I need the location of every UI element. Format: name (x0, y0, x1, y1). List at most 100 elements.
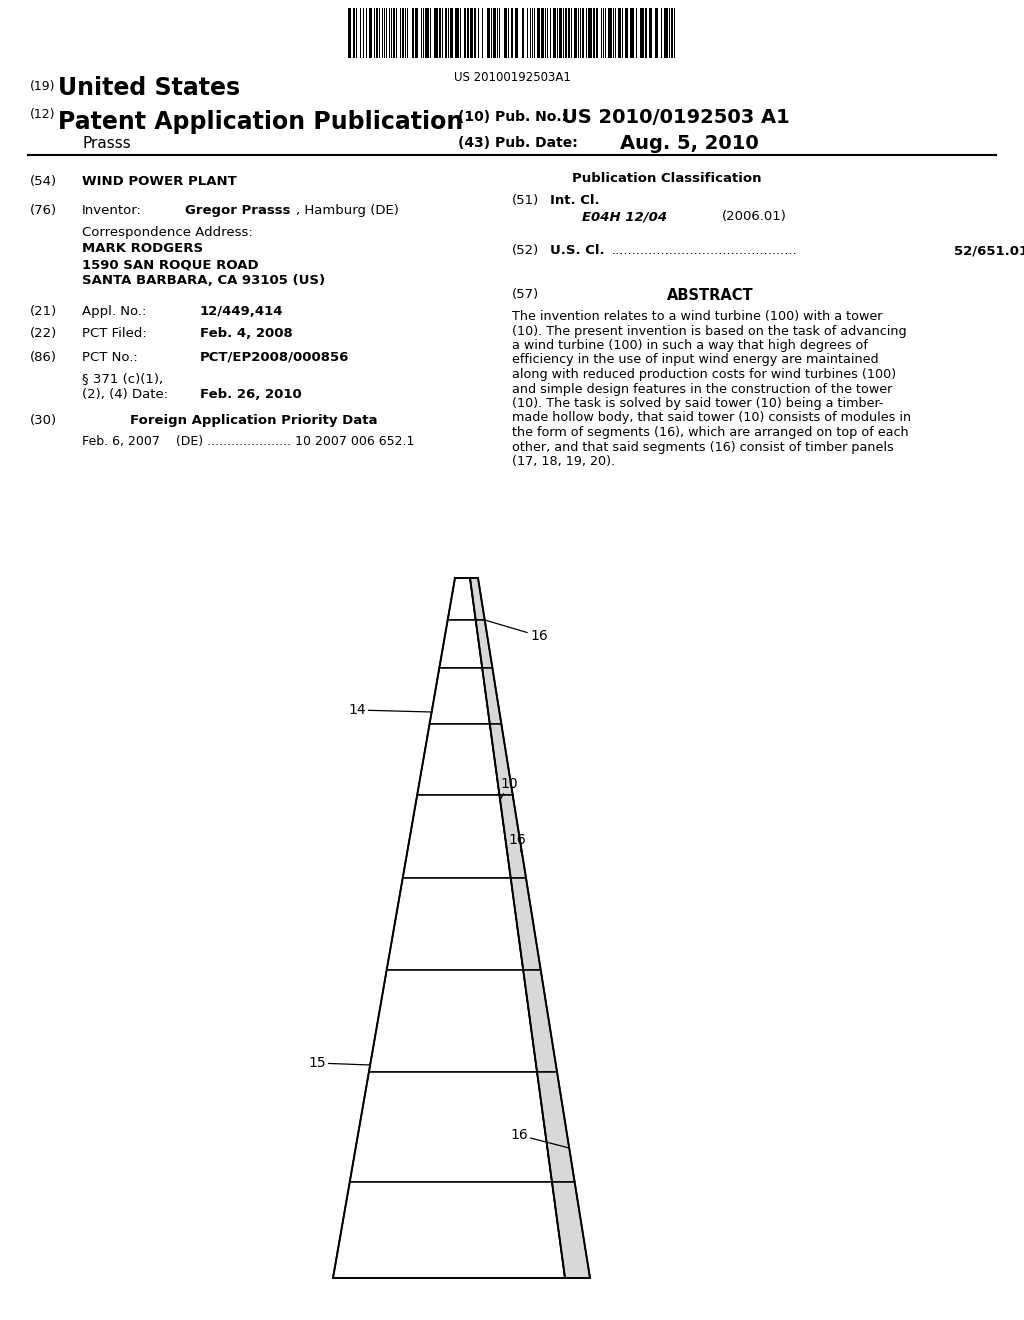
Bar (568, 8, 570, 58)
Text: Feb. 4, 2008: Feb. 4, 2008 (200, 327, 293, 341)
Polygon shape (417, 723, 500, 795)
Bar (559, 8, 562, 58)
Text: efficiency in the use of input wind energy are maintained: efficiency in the use of input wind ener… (512, 354, 879, 367)
Text: U.S. Cl.: U.S. Cl. (550, 244, 604, 257)
Bar (664, 8, 668, 58)
Bar (353, 8, 355, 58)
Text: other, and that said segments (16) consist of timber panels: other, and that said segments (16) consi… (512, 441, 894, 454)
Text: § 371 (c)(1),: § 371 (c)(1), (82, 372, 163, 385)
Text: PCT No.:: PCT No.: (82, 351, 138, 364)
Polygon shape (500, 795, 526, 878)
Polygon shape (476, 620, 493, 668)
Bar (412, 8, 414, 58)
Polygon shape (402, 795, 511, 878)
Polygon shape (511, 878, 541, 970)
Text: Aug. 5, 2010: Aug. 5, 2010 (620, 135, 759, 153)
Bar (640, 8, 644, 58)
Bar (649, 8, 652, 58)
Text: (57): (57) (512, 288, 540, 301)
Text: (76): (76) (30, 205, 57, 216)
Bar (645, 8, 647, 58)
Text: Inventor:: Inventor: (82, 205, 142, 216)
Text: Patent Application Publication: Patent Application Publication (58, 110, 463, 135)
Bar (376, 8, 378, 58)
Bar (434, 8, 438, 58)
Bar (439, 8, 441, 58)
Bar (493, 8, 496, 58)
Bar (402, 8, 404, 58)
Polygon shape (552, 1181, 590, 1278)
Bar (393, 8, 395, 58)
Text: (10). The task is solved by said tower (10) being a timber-: (10). The task is solved by said tower (… (512, 397, 884, 411)
Polygon shape (447, 578, 476, 620)
Text: 15: 15 (308, 1056, 370, 1071)
Text: 52/651.01: 52/651.01 (954, 244, 1024, 257)
Text: Gregor Prasss: Gregor Prasss (185, 205, 291, 216)
Bar (425, 8, 429, 58)
Text: United States: United States (58, 77, 240, 100)
Bar (511, 8, 513, 58)
Bar (593, 8, 595, 58)
Bar (467, 8, 469, 58)
Bar (487, 8, 490, 58)
Text: (51): (51) (512, 194, 540, 207)
Polygon shape (537, 1072, 574, 1181)
Polygon shape (350, 1072, 552, 1181)
Text: (22): (22) (30, 327, 57, 341)
Text: (54): (54) (30, 176, 57, 187)
Text: SANTA BARBARA, CA 93105 (US): SANTA BARBARA, CA 93105 (US) (82, 275, 326, 286)
Text: Prasss: Prasss (82, 136, 131, 150)
Bar (464, 8, 466, 58)
Bar (445, 8, 447, 58)
Bar (596, 8, 598, 58)
Polygon shape (429, 668, 489, 723)
Bar (504, 8, 507, 58)
Bar (537, 8, 540, 58)
Bar (608, 8, 612, 58)
Bar (565, 8, 567, 58)
Text: (17, 18, 19, 20).: (17, 18, 19, 20). (512, 455, 615, 469)
Text: US 2010/0192503 A1: US 2010/0192503 A1 (562, 108, 790, 127)
Text: 16: 16 (510, 1129, 569, 1148)
Text: (52): (52) (512, 244, 540, 257)
Text: 16: 16 (508, 833, 525, 855)
Text: 16: 16 (484, 620, 548, 643)
Text: (10). The present invention is based on the task of advancing: (10). The present invention is based on … (512, 325, 906, 338)
Text: E04H 12/04: E04H 12/04 (582, 210, 667, 223)
Polygon shape (470, 578, 484, 620)
Bar (582, 8, 584, 58)
Text: Feb. 26, 2010: Feb. 26, 2010 (200, 388, 302, 401)
Text: a wind turbine (100) in such a way that high degrees of: a wind turbine (100) in such a way that … (512, 339, 868, 352)
Text: US 20100192503A1: US 20100192503A1 (454, 71, 570, 84)
Polygon shape (387, 878, 523, 970)
Text: The invention relates to a wind turbine (100) with a tower: The invention relates to a wind turbine … (512, 310, 883, 323)
Bar (348, 8, 351, 58)
Bar (553, 8, 556, 58)
Text: (12): (12) (30, 108, 55, 121)
Bar (522, 8, 524, 58)
Text: MARK RODGERS: MARK RODGERS (82, 242, 203, 255)
Bar (574, 8, 577, 58)
Bar (671, 8, 673, 58)
Text: Appl. No.:: Appl. No.: (82, 305, 146, 318)
Text: 12/449,414: 12/449,414 (200, 305, 284, 318)
Text: PCT/EP2008/000856: PCT/EP2008/000856 (200, 351, 349, 364)
Text: the form of segments (16), which are arranged on top of each: the form of segments (16), which are arr… (512, 426, 908, 440)
Text: (43) Pub. Date:: (43) Pub. Date: (458, 136, 578, 150)
Polygon shape (523, 970, 557, 1072)
Text: Publication Classification: Publication Classification (572, 172, 762, 185)
Text: Int. Cl.: Int. Cl. (550, 194, 600, 207)
Text: made hollow body, that said tower (10) consists of modules in: made hollow body, that said tower (10) c… (512, 412, 911, 425)
Bar (625, 8, 628, 58)
Bar (655, 8, 658, 58)
Text: 14: 14 (348, 704, 432, 717)
Polygon shape (439, 620, 482, 668)
Text: 10: 10 (500, 777, 517, 800)
Text: (2006.01): (2006.01) (722, 210, 786, 223)
Text: Correspondence Address:: Correspondence Address: (82, 226, 253, 239)
Bar (588, 8, 592, 58)
Bar (474, 8, 476, 58)
Polygon shape (489, 723, 513, 795)
Bar (369, 8, 372, 58)
Text: PCT Filed:: PCT Filed: (82, 327, 146, 341)
